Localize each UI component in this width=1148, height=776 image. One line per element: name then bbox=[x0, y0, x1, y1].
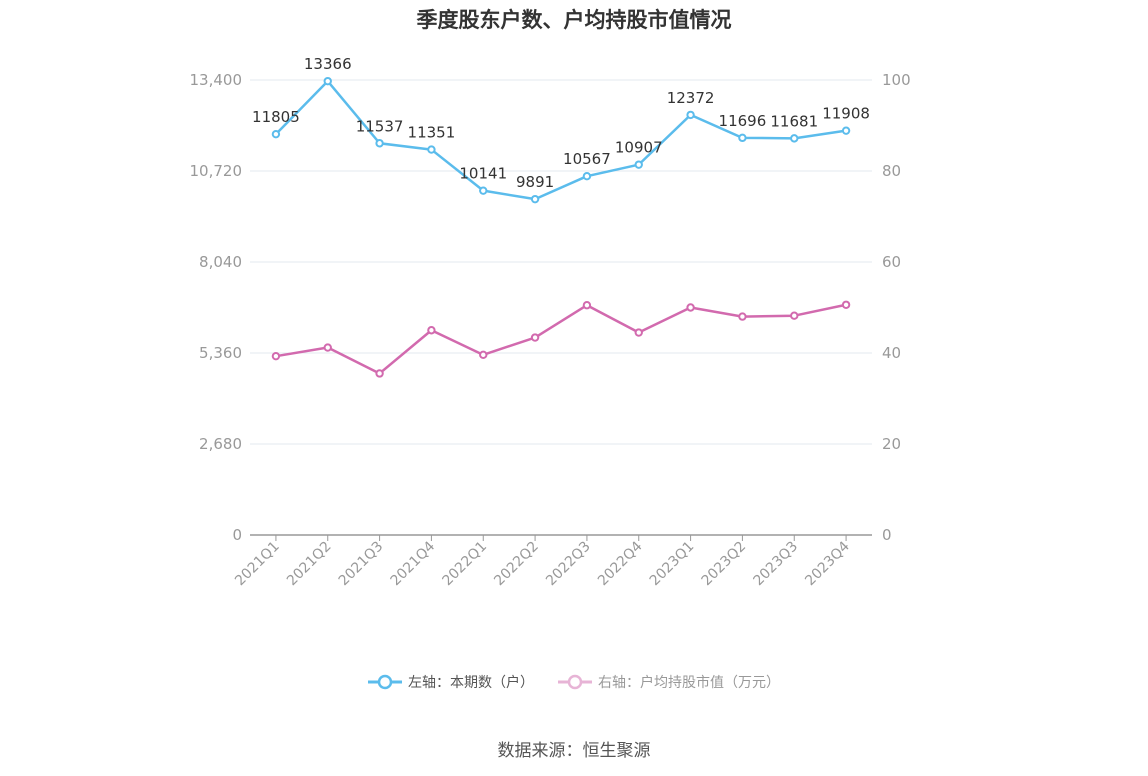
data-point bbox=[634, 160, 643, 169]
data-point bbox=[634, 328, 643, 337]
data-label: 11537 bbox=[356, 117, 404, 135]
data-label: 10907 bbox=[615, 139, 663, 157]
x-tick-label: 2021Q4 bbox=[388, 538, 439, 589]
data-label: 11908 bbox=[822, 105, 870, 123]
y-right-tick-label: 20 bbox=[882, 435, 901, 453]
x-tick-label: 2021Q3 bbox=[336, 539, 387, 590]
x-tick-label: 2021Q2 bbox=[284, 539, 335, 590]
y-right-tick-label: 80 bbox=[882, 162, 901, 180]
axes: 0 2,680 5,360 8,040 10,720 13,400 0 20 40 60 80 100… bbox=[190, 71, 911, 589]
series-line-0 bbox=[275, 79, 847, 201]
legend-item-left-series[interactable]: 左轴：本期数（户） bbox=[368, 672, 534, 692]
x-tick-label: 2023Q2 bbox=[699, 539, 750, 590]
series-line-1 bbox=[275, 303, 847, 375]
data-label: 12372 bbox=[667, 89, 715, 107]
legend-label-left-series: 左轴：本期数（户） bbox=[408, 675, 534, 691]
y-left-tick-label: 13,400 bbox=[190, 71, 243, 89]
x-tick-label: 2023Q1 bbox=[647, 539, 698, 590]
data-point bbox=[271, 351, 281, 361]
data-label: 11696 bbox=[719, 112, 767, 130]
data-point bbox=[686, 110, 695, 120]
x-tick-label: 2023Q3 bbox=[750, 539, 801, 590]
y-left-tick-label: 8,040 bbox=[199, 253, 242, 271]
data-point bbox=[375, 139, 384, 148]
x-tick-label: 2023Q4 bbox=[802, 538, 853, 589]
data-point bbox=[271, 129, 281, 139]
data-label: 11351 bbox=[408, 124, 456, 142]
data-label: 10567 bbox=[563, 150, 611, 168]
legend-marker-right-icon bbox=[558, 674, 592, 690]
y-right-tick-label: 40 bbox=[882, 344, 901, 362]
data-point bbox=[686, 303, 695, 312]
data-point bbox=[841, 300, 851, 309]
data-label: 9891 bbox=[516, 173, 554, 191]
data-label: 11805 bbox=[252, 108, 300, 126]
source-note: 数据来源：恒生聚源 bbox=[497, 741, 651, 761]
y-left-tick-label: 5,360 bbox=[199, 344, 242, 362]
x-tick-label: 2022Q2 bbox=[491, 539, 542, 590]
line-chart: 0 2,680 5,360 8,040 10,720 13,400 0 20 40 60 80 100… bbox=[190, 55, 911, 589]
data-point bbox=[427, 145, 436, 154]
legend-item-right-series[interactable]: 右轴：户均持股市值（万元） bbox=[558, 672, 780, 692]
data-label: 13366 bbox=[304, 55, 352, 73]
data-point bbox=[323, 343, 332, 352]
y-right-tick-label: 0 bbox=[882, 526, 892, 544]
y-left-tick-label: 0 bbox=[232, 526, 242, 544]
legend: 左轴：本期数（户） 右轴：户均持股市值（万元） bbox=[0, 672, 1148, 692]
series bbox=[271, 76, 851, 378]
data-point bbox=[530, 194, 540, 204]
legend-label-right-series: 右轴：户均持股市值（万元） bbox=[598, 675, 780, 691]
chart-title: 季度股东户数、户均持股市值情况 bbox=[416, 8, 732, 32]
data-label: 10141 bbox=[459, 165, 507, 183]
data-point bbox=[427, 326, 436, 335]
legend-marker-left-icon bbox=[368, 674, 402, 690]
x-tick-label: 2022Q3 bbox=[543, 539, 594, 590]
data-point bbox=[582, 301, 592, 310]
data-point bbox=[790, 134, 799, 143]
data-point bbox=[530, 333, 540, 342]
data-point bbox=[479, 350, 488, 360]
data-point bbox=[375, 369, 384, 378]
x-tick-label: 2022Q4 bbox=[595, 538, 646, 589]
gridlines bbox=[250, 79, 872, 445]
data-point bbox=[841, 126, 851, 135]
x-tick-label: 2022Q1 bbox=[439, 539, 490, 590]
data-point bbox=[479, 186, 488, 195]
data-label: 11681 bbox=[770, 112, 818, 130]
data-point bbox=[738, 312, 747, 321]
data-point bbox=[323, 76, 332, 86]
y-left-tick-label: 2,680 bbox=[199, 435, 242, 453]
y-right-tick-label: 60 bbox=[882, 253, 901, 271]
data-point bbox=[582, 171, 592, 181]
data-point bbox=[738, 133, 747, 143]
x-tick-label: 2021Q1 bbox=[232, 539, 283, 590]
y-right-tick-label: 100 bbox=[882, 71, 911, 89]
data-point bbox=[790, 311, 799, 320]
y-left-tick-label: 10,720 bbox=[190, 162, 243, 180]
